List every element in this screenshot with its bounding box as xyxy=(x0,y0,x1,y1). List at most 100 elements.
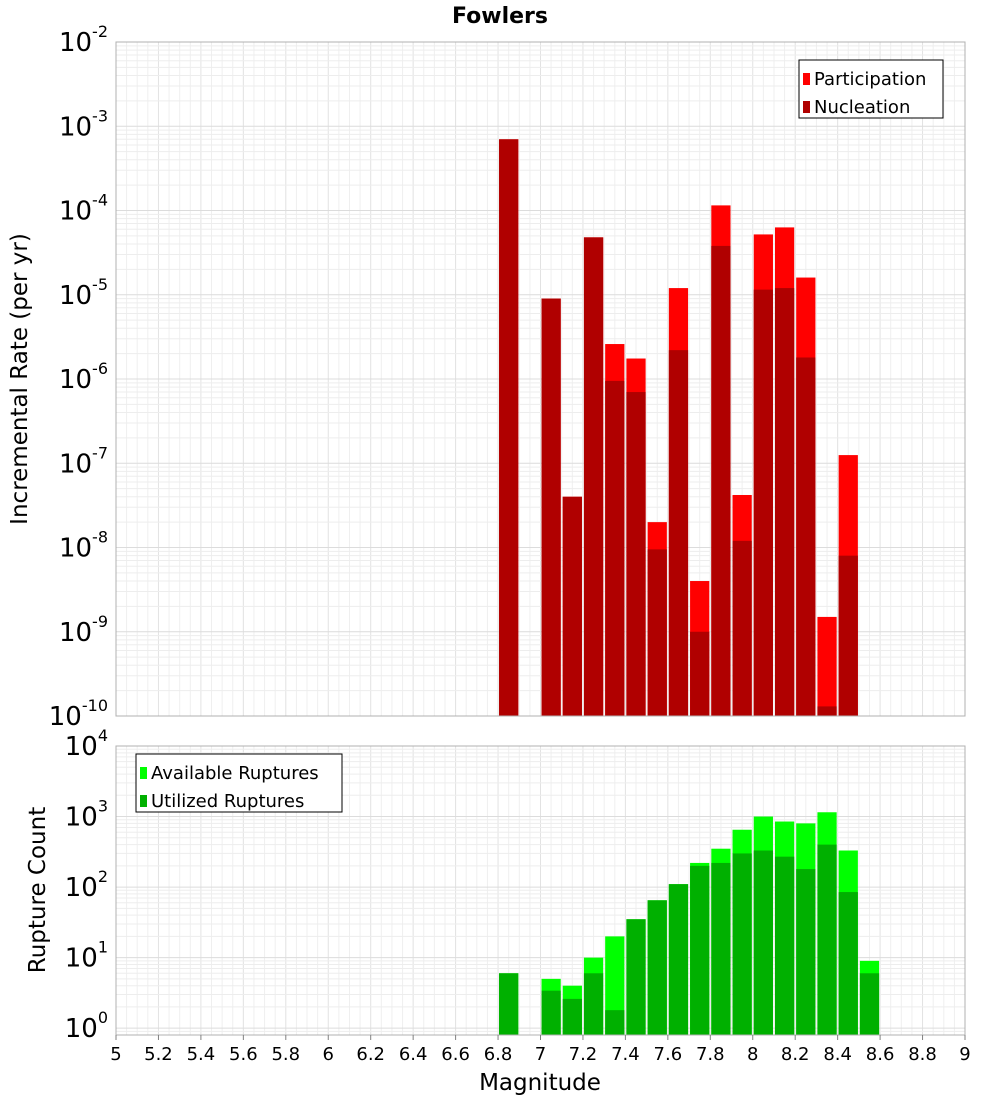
utilized-ruptures-bar xyxy=(732,853,752,1035)
x-tick-label: 6.8 xyxy=(484,1044,513,1065)
nucleation-bar xyxy=(562,496,582,716)
y-tick-base: 10 xyxy=(59,534,92,564)
utilized-ruptures-bar xyxy=(690,865,710,1035)
utilized-ruptures-bar xyxy=(817,844,837,1035)
x-tick-label: 8.2 xyxy=(781,1044,810,1065)
x-axis-label: Magnitude xyxy=(479,1070,601,1096)
x-tick-label: 7.6 xyxy=(654,1044,683,1065)
utilized-ruptures-bar xyxy=(499,973,519,1035)
bottom-x-ticks: 5 5.2 5.4 5.6 5.8 6 6.2 6.4 6.6 6.8 7 7.2 7.4 7.6 7.8 8… xyxy=(110,1035,971,1065)
nucleation-bar xyxy=(541,298,561,716)
nucleation-bar xyxy=(732,540,752,716)
nucleation-bar xyxy=(626,392,646,716)
x-tick-label: 7.4 xyxy=(611,1044,640,1065)
x-tick-label: 7.2 xyxy=(569,1044,598,1065)
y-tick-exponent: 3 xyxy=(98,797,108,816)
utilized-ruptures-bar xyxy=(838,892,858,1035)
y-tick-base: 10 xyxy=(59,365,92,395)
nucleation-bar xyxy=(668,350,689,716)
legend-swatch xyxy=(803,73,810,85)
legend-entry: Nucleation xyxy=(814,97,910,118)
y-tick-exponent: -2 xyxy=(92,22,108,41)
x-tick-label: 8 xyxy=(747,1044,758,1065)
y-tick-label: 10-7 xyxy=(59,443,108,479)
y-tick-base: 10 xyxy=(59,449,92,479)
nucleation-bar xyxy=(690,631,710,716)
legend-entry: Available Ruptures xyxy=(151,763,319,784)
nucleation-bar xyxy=(838,555,858,716)
top-plot-border xyxy=(115,41,966,717)
y-tick-label: 101 xyxy=(65,938,108,974)
nucleation-bar xyxy=(796,357,816,716)
y-tick-label: 10-6 xyxy=(59,359,108,395)
x-tick-label: 7.8 xyxy=(696,1044,725,1065)
utilized-ruptures-bar xyxy=(626,919,646,1035)
y-tick-exponent: 2 xyxy=(98,867,108,886)
y-tick-base: 10 xyxy=(59,112,92,142)
y-tick-exponent: -8 xyxy=(92,528,108,547)
y-tick-base: 10 xyxy=(59,197,92,227)
nucleation-bar xyxy=(774,288,795,716)
x-tick-label: 5 xyxy=(110,1044,121,1065)
y-tick-base: 10 xyxy=(65,873,98,903)
y-tick-base: 10 xyxy=(65,1014,98,1044)
y-tick-label: 10-5 xyxy=(59,275,108,311)
legend-swatch xyxy=(803,101,810,113)
x-tick-label: 8.6 xyxy=(866,1044,895,1065)
y-tick-exponent: -5 xyxy=(92,275,108,294)
y-tick-label: 100 xyxy=(65,1008,108,1044)
x-tick-label: 6.4 xyxy=(399,1044,428,1065)
y-tick-label: 103 xyxy=(65,797,108,833)
y-tick-base: 10 xyxy=(65,732,98,762)
y-tick-exponent: -6 xyxy=(92,359,108,378)
y-tick-exponent: -9 xyxy=(92,612,108,631)
top-bars xyxy=(499,139,858,717)
x-tick-label: 6.2 xyxy=(356,1044,385,1065)
top-legend: Participation Nucleation xyxy=(798,59,944,119)
y-tick-exponent: -10 xyxy=(82,696,108,715)
bottom-legend: Available Ruptures Utilized Ruptures xyxy=(135,753,343,813)
y-tick-exponent: -7 xyxy=(92,443,108,462)
nucleation-bar xyxy=(605,380,625,716)
legend-entry: Participation xyxy=(814,69,926,90)
x-tick-label: 6 xyxy=(323,1044,334,1065)
y-tick-label: 10-8 xyxy=(59,528,108,564)
legend-swatch xyxy=(140,767,147,779)
bottom-y-axis-label: Rupture Count xyxy=(25,807,51,973)
bottom-bars xyxy=(499,812,880,1035)
utilized-ruptures-bar xyxy=(541,990,561,1035)
x-tick-label: 5.8 xyxy=(271,1044,300,1065)
utilized-ruptures-bar xyxy=(859,973,880,1035)
y-tick-label: 10-4 xyxy=(59,191,108,227)
y-tick-base: 10 xyxy=(59,618,92,648)
legend-box xyxy=(798,59,944,119)
legend-entry: Utilized Ruptures xyxy=(151,791,304,812)
nucleation-bar xyxy=(711,245,731,716)
utilized-ruptures-bar xyxy=(583,973,604,1035)
y-tick-base: 10 xyxy=(59,281,92,311)
y-tick-exponent: -3 xyxy=(92,106,108,125)
y-tick-base: 10 xyxy=(59,28,92,58)
y-tick-label: 104 xyxy=(65,726,108,762)
y-tick-label: 10-10 xyxy=(49,696,108,732)
legend-swatch xyxy=(140,795,147,807)
x-tick-label: 5.4 xyxy=(187,1044,216,1065)
utilized-ruptures-bar xyxy=(668,884,689,1035)
y-tick-base: 10 xyxy=(49,702,82,732)
nucleation-bar xyxy=(647,549,667,716)
y-tick-label: 102 xyxy=(65,867,108,903)
y-tick-exponent: 0 xyxy=(98,1008,108,1027)
legend-box xyxy=(135,753,343,813)
utilized-ruptures-bar xyxy=(774,856,795,1035)
top-y-axis-label: Incremental Rate (per yr) xyxy=(7,233,33,525)
y-tick-label: 10-9 xyxy=(59,612,108,648)
x-tick-label: 7 xyxy=(535,1044,546,1065)
y-tick-exponent: 1 xyxy=(98,938,108,957)
nucleation-bar xyxy=(499,139,519,717)
x-tick-label: 9 xyxy=(959,1044,970,1065)
